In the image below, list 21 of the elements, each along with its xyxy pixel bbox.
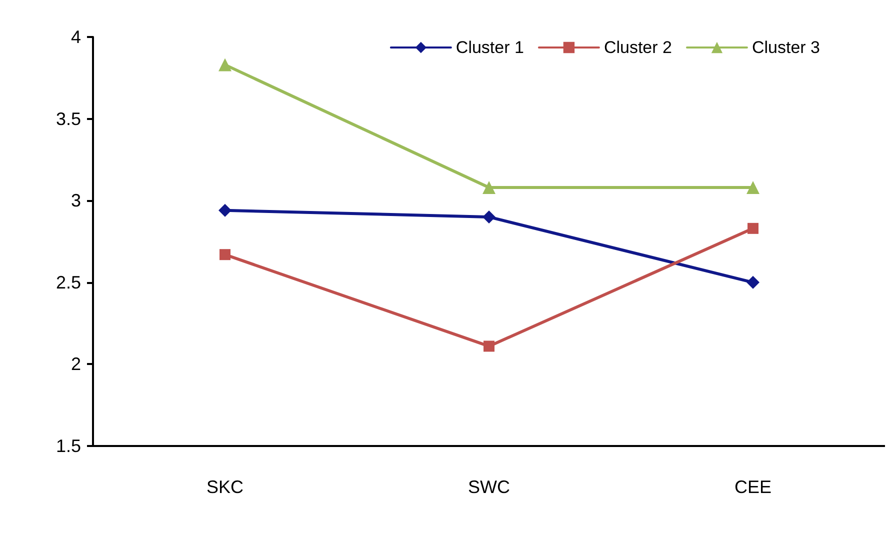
point <box>220 249 230 260</box>
y-tick-label: 4 <box>70 27 81 47</box>
y-tick-label: 1.5 <box>56 436 81 456</box>
point <box>748 222 758 234</box>
x-tick-label: SWC <box>468 477 510 497</box>
point <box>218 58 232 72</box>
point <box>482 210 496 224</box>
point <box>218 204 232 217</box>
point <box>482 181 496 194</box>
legend-label: Cluster 2 <box>604 38 672 57</box>
point <box>746 276 760 289</box>
x-tick-label: CEE <box>734 477 772 497</box>
legend-label: Cluster 1 <box>456 38 524 57</box>
legend-label: Cluster 3 <box>752 38 820 57</box>
y-tick-label: 3.5 <box>56 108 81 129</box>
point <box>484 340 494 352</box>
y-tick-label: 2.5 <box>56 272 81 292</box>
y-tick-label: 2 <box>70 354 81 374</box>
point <box>746 181 760 194</box>
x-tick-label: SKC <box>206 477 244 497</box>
y-tick-label: 3 <box>70 190 81 211</box>
